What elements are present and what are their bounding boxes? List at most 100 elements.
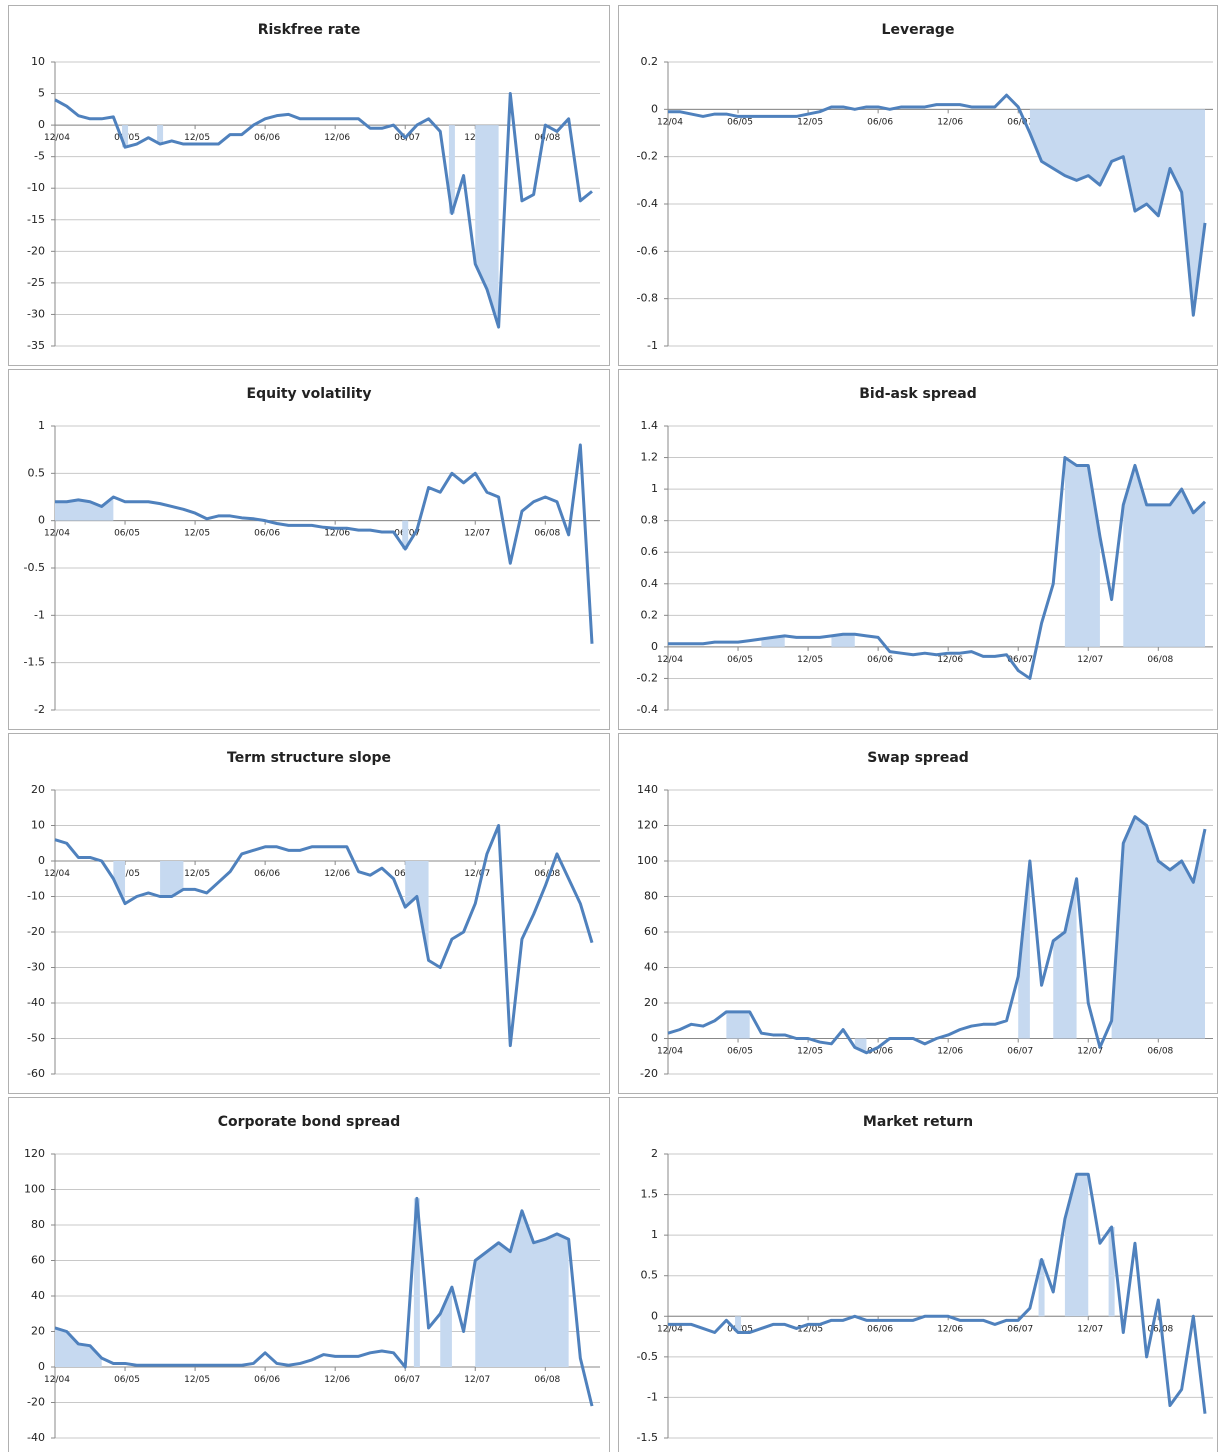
data-line — [667, 815, 1207, 1055]
x-tick-label: 12/04 — [657, 117, 683, 127]
y-tick-label: 0 — [38, 514, 45, 527]
panel — [8, 733, 610, 1094]
y-tick-label: 120 — [24, 1147, 45, 1160]
x-tick-label: 12/06 — [937, 117, 963, 127]
x-tick-label: 06/06 — [867, 655, 893, 665]
x-tick-label: 06/07 — [394, 133, 420, 143]
data-line — [668, 1172, 1207, 1414]
y-tick-label: 120 — [637, 819, 658, 832]
y-tick-label: -0.4 — [637, 197, 658, 210]
shaded-area — [1111, 816, 1205, 1039]
y-tick-label: -15 — [27, 213, 45, 226]
x-tick-label: 06/06 — [254, 529, 280, 539]
y-tick-label: 0.6 — [641, 545, 659, 558]
shaded-area — [1064, 1174, 1089, 1317]
y-tick-label: 140 — [637, 783, 658, 796]
chart-title: Leverage — [882, 22, 955, 38]
y-tick-label: -1.5 — [24, 656, 45, 669]
y-tick-label: 0 — [651, 1032, 658, 1045]
y-tick-label: 60 — [31, 1254, 45, 1267]
chart-title: Riskfree rate — [258, 22, 361, 38]
y-tick-label: 60 — [644, 925, 658, 938]
y-tick-label: 80 — [31, 1218, 45, 1231]
chart-title: Swap spread — [867, 750, 969, 766]
y-tick-label: 0.2 — [641, 608, 659, 621]
data-line — [55, 443, 594, 644]
chart-title: Market return — [863, 1114, 973, 1130]
shaded-area — [1123, 465, 1205, 647]
x-tick-label: 12/06 — [937, 1047, 963, 1057]
y-tick-label: -2 — [34, 703, 45, 716]
chart-title: Equity volatility — [247, 386, 372, 402]
y-tick-label: 40 — [31, 1289, 45, 1302]
y-tick-label: 10 — [31, 55, 45, 68]
x-tick-label: 12/05 — [797, 1324, 823, 1334]
shaded-area — [160, 861, 184, 897]
x-tick-label: 12/05 — [184, 1375, 210, 1385]
y-tick-label: 0.8 — [641, 514, 659, 527]
x-tick-label: 12/06 — [324, 133, 350, 143]
x-tick-label: 12/05 — [797, 655, 823, 665]
shaded-area — [831, 634, 855, 647]
y-tick-label: 20 — [644, 996, 658, 1009]
y-tick-label: -0.5 — [24, 561, 45, 574]
y-tick-label: -1.5 — [637, 1431, 658, 1444]
y-tick-label: 5 — [38, 87, 45, 100]
y-tick-label: 80 — [644, 890, 658, 903]
x-tick-label: 06/07 — [1007, 1324, 1033, 1334]
x-tick-label: 06/05 — [114, 1375, 140, 1385]
y-tick-label: 0.2 — [641, 55, 659, 68]
shaded-area — [1029, 109, 1205, 316]
y-tick-label: 0.4 — [641, 577, 659, 590]
x-tick-label: 12/06 — [324, 869, 350, 879]
y-tick-label: -0.8 — [637, 292, 658, 305]
y-tick-label: 2 — [651, 1147, 658, 1160]
y-tick-label: 1 — [651, 1228, 658, 1241]
shaded-area — [402, 520, 409, 550]
x-tick-label: 12/06 — [324, 1375, 350, 1385]
shaded-area — [1064, 457, 1100, 647]
shaded-area — [854, 1038, 867, 1053]
y-tick-label: -30 — [27, 307, 45, 320]
data-line — [668, 456, 1207, 680]
chart-title: Corporate bond spread — [218, 1114, 401, 1130]
y-tick-label: 20 — [31, 1325, 45, 1338]
data-line — [54, 1196, 594, 1407]
x-tick-label: 12/05 — [184, 133, 210, 143]
y-tick-label: -30 — [27, 961, 45, 974]
panel — [8, 369, 610, 730]
x-tick-label: 06/05 — [727, 117, 753, 127]
shaded-area — [55, 1327, 102, 1367]
y-tick-label: -1 — [34, 608, 45, 621]
x-tick-label: 12/07 — [464, 529, 490, 539]
y-tick-label: -10 — [27, 181, 45, 194]
x-tick-label: 06/08 — [534, 869, 560, 879]
x-tick-label: 12/07 — [464, 1375, 490, 1385]
x-tick-label: 06/08 — [1147, 655, 1173, 665]
x-tick-label: 12/05 — [797, 1047, 823, 1057]
x-tick-label: 12/05 — [184, 529, 210, 539]
x-tick-label: 12/04 — [657, 1324, 683, 1334]
x-tick-label: 12/05 — [184, 869, 210, 879]
x-tick-label: 06/07 — [1007, 117, 1033, 127]
x-tick-label: 06/05 — [727, 1047, 753, 1057]
x-tick-label: 06/06 — [867, 1047, 893, 1057]
x-tick-label: 06/08 — [534, 133, 560, 143]
y-tick-label: 1 — [38, 419, 45, 432]
x-tick-label: 12/05 — [797, 117, 823, 127]
x-tick-label: 06/06 — [254, 1375, 280, 1385]
y-tick-label: 0 — [38, 1360, 45, 1373]
y-tick-label: 0.5 — [28, 466, 46, 479]
y-tick-label: 0 — [651, 102, 658, 115]
y-tick-label: 0 — [38, 118, 45, 131]
data-line — [54, 92, 593, 329]
y-tick-label: -20 — [27, 925, 45, 938]
y-tick-label: -0.5 — [637, 1350, 658, 1363]
shaded-area — [735, 1316, 742, 1333]
y-tick-label: -0.2 — [637, 150, 658, 163]
x-tick-label: 06/05 — [114, 869, 140, 879]
x-tick-label: 12/04 — [44, 869, 70, 879]
shaded-area — [726, 1011, 750, 1039]
